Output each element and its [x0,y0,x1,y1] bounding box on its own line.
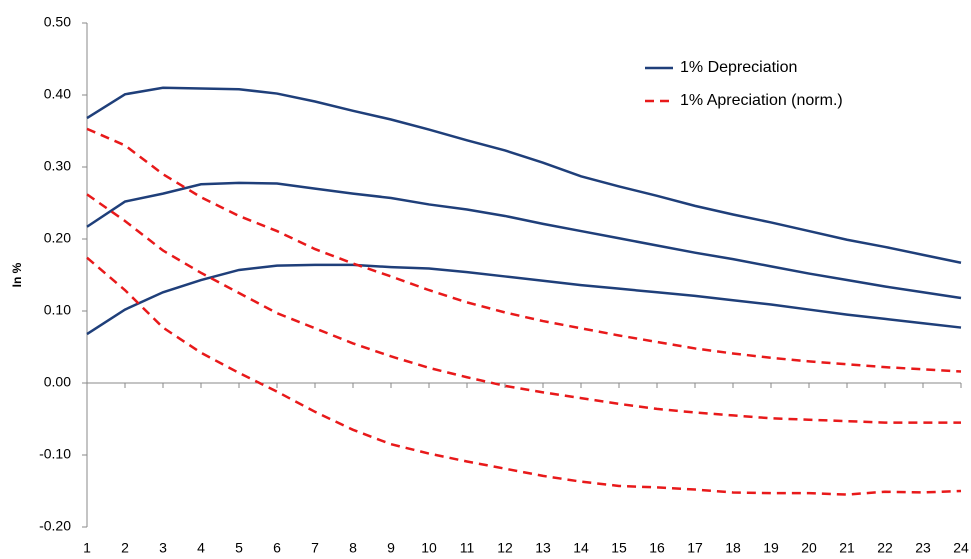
series-line [86,263,962,336]
y-axis-label: In % [10,262,24,287]
x-tick-label: 21 [839,540,855,556]
x-tick-label: 18 [725,540,741,556]
y-tick-label: 0.10 [44,302,71,318]
x-tick-label: 14 [573,540,589,556]
y-tick-label: -0.10 [39,446,71,462]
x-tick-label: 11 [460,540,475,556]
x-tick-label: 15 [611,540,627,556]
x-tick-label: 19 [763,540,779,556]
y-tick-label: 0.50 [44,14,71,30]
y-tick-label: 0.20 [44,230,71,246]
x-tick-label: 12 [497,540,513,556]
x-tick-label: 23 [915,540,931,556]
x-tick-label: 1 [83,540,91,556]
x-tick-label: 9 [387,540,395,556]
x-tick-label: 20 [801,540,817,556]
series-line [86,181,962,300]
x-tick-label: 4 [197,540,205,556]
x-tick-label: 6 [273,540,281,556]
y-tick-label: 0.40 [44,86,71,102]
y-tick-label: 0.00 [44,374,71,390]
x-tick-label: 8 [349,540,357,556]
x-tick-label: 5 [235,540,243,556]
x-tick-label: 10 [421,540,437,556]
x-tick-label: 22 [877,540,893,556]
series-line [86,127,962,373]
legend-label: 1% Apreciation (norm.) [680,92,843,109]
series-line [86,86,962,264]
series-line [86,256,962,496]
x-tick-label: 24 [953,540,969,556]
legend-label: 1% Depreciation [680,59,797,76]
x-tick-label: 7 [311,540,319,556]
series-line [86,193,961,424]
x-tick-label: 2 [121,540,129,556]
x-tick-label: 17 [687,540,703,556]
y-tick-label: -0.20 [39,518,71,534]
y-tick-label: 0.30 [44,158,71,174]
x-tick-label: 3 [159,540,167,556]
x-tick-label: 13 [535,540,551,556]
x-tick-label: 16 [649,540,665,556]
